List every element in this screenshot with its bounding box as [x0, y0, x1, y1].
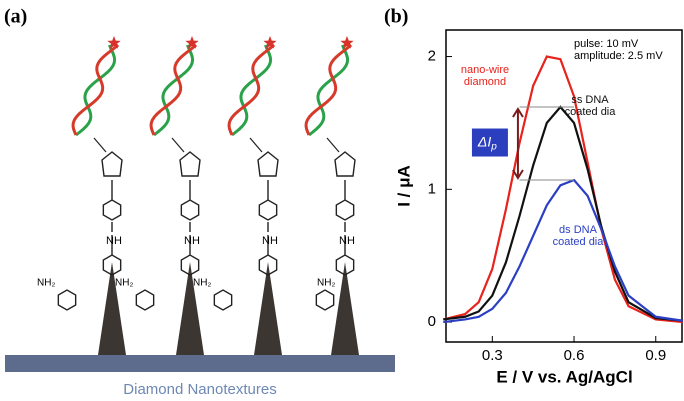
label-star [185, 36, 199, 49]
y-tick-label: 1 [428, 180, 436, 197]
maleimide [334, 151, 356, 177]
delta-symbol: ΔI [477, 133, 491, 149]
series-label: nano-wire [461, 64, 509, 76]
benzene-ring [180, 199, 200, 221]
dna-strand [308, 44, 350, 137]
dna-strand [149, 43, 198, 136]
delta-subscript: p [490, 141, 497, 152]
benzene-ring [102, 254, 122, 276]
amine: NH₂ [37, 278, 55, 289]
series-label: diamond [464, 76, 506, 88]
linker [249, 137, 263, 153]
label-star [107, 36, 121, 49]
series-line [443, 178, 684, 324]
series-line [443, 105, 684, 322]
arrow-head [512, 107, 524, 118]
benzene-ring [57, 289, 77, 311]
annotation: pulse: 10 mV [574, 38, 639, 50]
series-line [443, 55, 684, 324]
caption: Diamond Nanotextures [123, 381, 276, 398]
benzene-ring [315, 289, 335, 311]
dna-strand [304, 43, 353, 136]
label-star [340, 36, 354, 49]
benzene-ring [102, 199, 122, 221]
dna-strand [227, 43, 276, 136]
arrow-head [512, 169, 524, 180]
x-tick-label: 0.6 [564, 347, 585, 364]
amine: NH₂ [193, 278, 211, 289]
substrate [5, 355, 395, 372]
y-tick-label: 0 [428, 313, 436, 330]
diamond-tip [254, 262, 282, 355]
panel-label: (a) [4, 6, 27, 28]
panel-a: (a) Diamond Nanotextures NH₂ NH NH₂ NH NH₂ NH… [4, 6, 395, 398]
amide: NH [106, 235, 122, 247]
amide: NH [262, 235, 278, 247]
y-tick-label: 2 [428, 48, 436, 65]
linker [171, 137, 185, 153]
plot-frame [445, 29, 683, 343]
dna-strand [71, 43, 120, 136]
panel-b: (b) 0.3 0.6 0.9 0 1 2 E / V vs. Ag/AgCl I / μA Δ… [384, 6, 684, 386]
series-label: coated dia [553, 236, 605, 248]
benzene-ring [213, 289, 233, 311]
series-label: ss DNA [571, 94, 609, 106]
amide: NH [339, 235, 355, 247]
x-tick-label: 0.3 [482, 347, 503, 364]
amide: NH [184, 235, 200, 247]
x-axis-label: E / V vs. Ag/AgCl [496, 367, 632, 386]
delta-label: ΔIp [477, 133, 497, 152]
maleimide [101, 151, 123, 177]
dna-strand [75, 44, 117, 137]
series-label: ds DNA [559, 224, 598, 236]
diamond-tip [331, 262, 359, 355]
benzene-ring [258, 199, 278, 221]
benzene-ring [258, 254, 278, 276]
delta-box [471, 128, 508, 157]
panel-label: (b) [384, 6, 408, 28]
benzene-ring [180, 254, 200, 276]
amine: NH₂ [317, 278, 335, 289]
benzene-ring [135, 289, 155, 311]
x-tick-label: 0.9 [645, 347, 666, 364]
series-label: coated dia [565, 106, 617, 118]
y-axis-label: I / μA [394, 165, 413, 207]
linker [93, 137, 107, 153]
annotation: amplitude: 2.5 mV [574, 50, 663, 62]
label-star [263, 36, 277, 49]
maleimide [179, 151, 201, 177]
diamond-tip [98, 262, 126, 355]
dna-strand [231, 44, 273, 137]
maleimide [257, 151, 279, 177]
diamond-tip [176, 262, 204, 355]
benzene-ring [335, 254, 355, 276]
benzene-ring [335, 199, 355, 221]
dna-strand [153, 44, 195, 137]
amine: NH₂ [115, 278, 133, 289]
linker [326, 137, 340, 153]
